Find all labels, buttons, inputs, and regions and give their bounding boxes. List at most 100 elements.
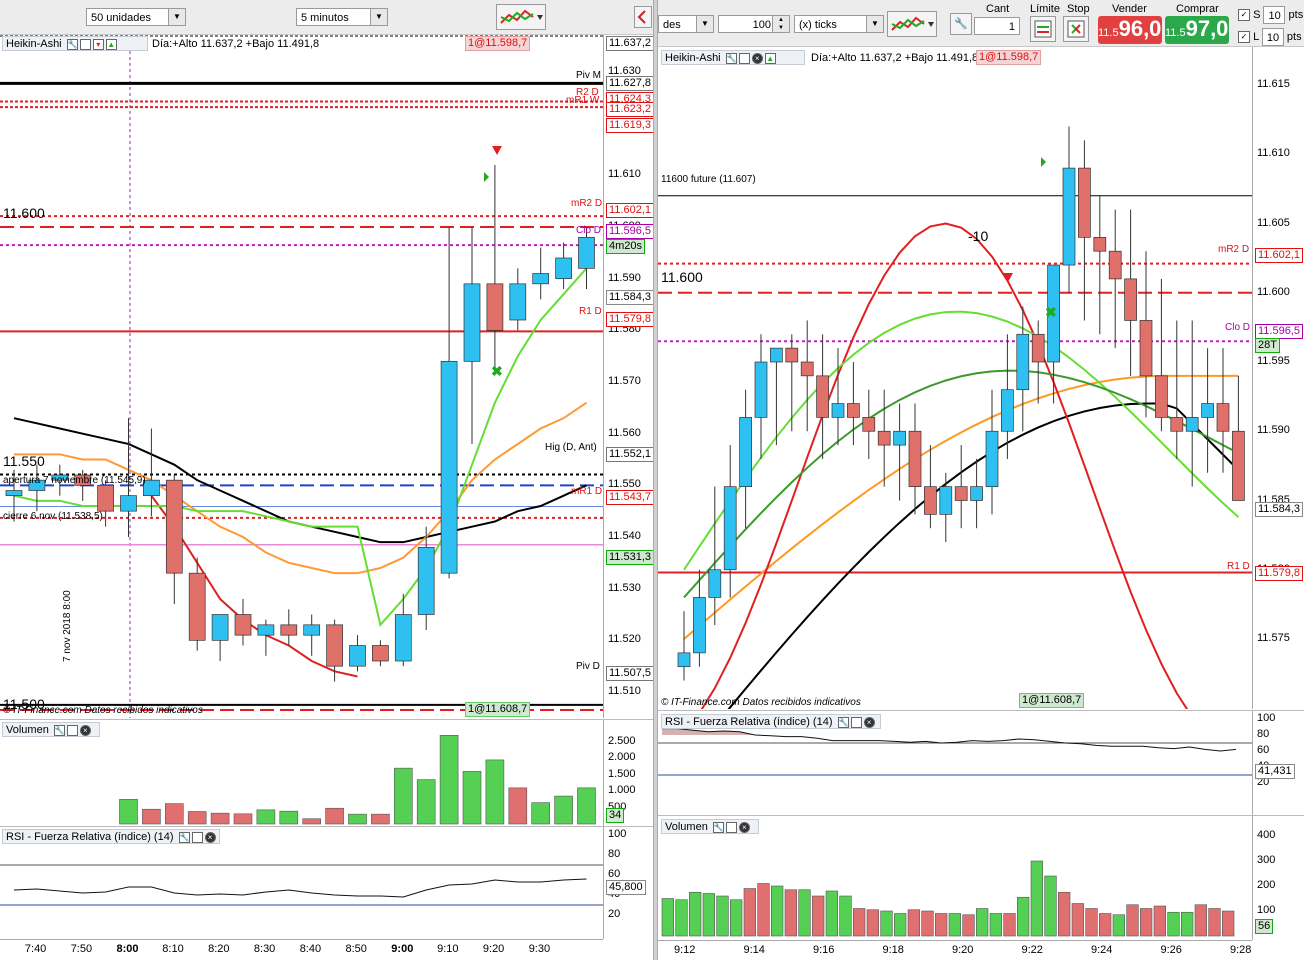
s-input[interactable]: 10: [1263, 6, 1286, 24]
left-price-chart[interactable]: ✖ Heikin-Ashi 🔧 ▾ ▲ Día:+Alto 11.637,2 +Ba…: [0, 35, 653, 718]
volume-bar: [798, 889, 811, 937]
wrench-icon[interactable]: 🔧: [53, 724, 65, 736]
window-icon[interactable]: [850, 716, 862, 728]
limite-button[interactable]: [1030, 16, 1056, 42]
buy-signal-icon: [484, 172, 489, 182]
volume-bar: [853, 908, 866, 937]
ticks-select[interactable]: (x) ticks ▼: [794, 15, 884, 33]
volume-bar: [1208, 908, 1221, 937]
left-order-tag-bottom[interactable]: 1@11.608,7: [465, 702, 531, 717]
l-checkbox[interactable]: ✓: [1238, 31, 1250, 43]
left-range-text: Día:+Alto 11.637,2 +Bajo 11.491,8: [152, 38, 320, 50]
right-price-tick: 11.575: [1257, 632, 1290, 644]
candle-down: [1139, 320, 1153, 377]
left-time-label: 8:10: [162, 943, 184, 955]
candle-down: [234, 614, 252, 636]
interval-select[interactable]: 5 minutos ▼: [296, 8, 388, 26]
chart-type-icon: [891, 16, 934, 31]
wrench-icon[interactable]: 🔧: [712, 821, 724, 833]
right-order-tag-bottom[interactable]: 1@11.608,7: [1019, 693, 1085, 708]
qty-stepper[interactable]: 100 ▲ ▼: [718, 15, 790, 33]
volume-bar: [577, 787, 596, 825]
candle-down: [1031, 333, 1045, 363]
left-order-tag-top[interactable]: 1@11.598,7: [465, 36, 531, 51]
candle-up: [463, 283, 481, 362]
sell-signal-icon: [492, 146, 502, 155]
sell-button[interactable]: 11.596,0: [1098, 16, 1162, 44]
right-chart-type-button[interactable]: [887, 11, 937, 37]
volume-bar: [1003, 913, 1016, 937]
left-price-tick: 11.610: [608, 168, 641, 181]
candle-up: [120, 495, 137, 512]
left-price-axis[interactable]: 11.63011.62011.61011.60011.59011.58011.5…: [603, 35, 653, 718]
candle-up: [1047, 264, 1060, 363]
window-splitter[interactable]: [653, 0, 658, 960]
tools-button[interactable]: [634, 6, 652, 28]
cant-input[interactable]: 1: [974, 17, 1020, 35]
volume-bar: [1071, 903, 1084, 937]
up-arrow-icon[interactable]: ▲: [105, 38, 117, 50]
window-icon[interactable]: [191, 831, 203, 843]
tag-11579: 11.579,8: [606, 312, 653, 327]
right-order-tag-top[interactable]: 1@11.598,7: [976, 50, 1042, 65]
s-checkbox[interactable]: ✓: [1238, 9, 1250, 21]
left-rsi-panel[interactable]: RSI - Fuerza Relativa (índice) (14) 🔧 × 1…: [0, 826, 653, 939]
wrench-icon[interactable]: 🔧: [178, 831, 190, 843]
close-icon[interactable]: ×: [204, 831, 216, 843]
left-time-label: 7:50: [70, 943, 93, 955]
buy-button[interactable]: 11.597,0: [1165, 16, 1229, 44]
right-volume-panel[interactable]: Volumen 🔧 × 400 300 200 100 56: [658, 815, 1304, 940]
right-time-axis: 9:12 9:14 9:16 9:18 9:20 9:22 9:24 9:26 9:28: [658, 940, 1252, 961]
window-icon[interactable]: [66, 724, 78, 736]
left-volume-panel[interactable]: Volumen 🔧 × 2.500 2.000 1.500 1.000 500 34: [0, 719, 653, 826]
candle-up: [693, 597, 706, 654]
left-price-tick: 11.630: [608, 65, 641, 77]
wrench-icon[interactable]: 🔧: [837, 716, 849, 728]
chart-type-button[interactable]: [496, 4, 546, 30]
left-rsi-title: RSI - Fuerza Relativa (índice) (14): [6, 831, 174, 843]
volume-bar: [1044, 875, 1057, 937]
window-icon[interactable]: [738, 52, 750, 64]
volume-bar: [1017, 896, 1030, 937]
ticks-value: (x) ticks: [799, 19, 837, 31]
right-rsi-svg: [658, 728, 1252, 776]
candle-down: [1232, 430, 1245, 501]
right-chart-header: Heikin-Ashi 🔧 × ▲: [661, 50, 805, 65]
up-arrow-icon[interactable]: ▲: [764, 52, 776, 64]
candle-down: [1216, 403, 1230, 432]
volume-bar: [485, 759, 505, 825]
units-select[interactable]: 50 unidades ▼: [86, 8, 186, 26]
right-price-chart[interactable]: ✖ Heikin-Ashi 🔧 × ▲ Día:+Alto 11.637,2 +Ba…: [658, 47, 1304, 709]
volume-bar: [1126, 904, 1139, 937]
right-range-text: Día:+Alto 11.637,2 +Bajo 11.491,8: [811, 52, 979, 64]
left-volume-header: Volumen 🔧 ×: [2, 722, 100, 737]
candle-up: [509, 283, 527, 321]
left-volume-tick: 2.000: [608, 751, 636, 764]
stepper-icon[interactable]: ▲ ▼: [772, 16, 789, 32]
flag-icon[interactable]: ▾: [92, 38, 104, 50]
left-chart-title: Heikin-Ashi: [6, 38, 62, 50]
candle-down: [372, 645, 389, 662]
volume-bar: [142, 808, 161, 825]
l-label: L: [1253, 30, 1259, 43]
candle-up: [677, 652, 691, 668]
close-icon[interactable]: ×: [738, 821, 750, 833]
close-icon[interactable]: ×: [863, 716, 875, 728]
vertical-date: 7 nov 2018 8:00: [62, 590, 73, 662]
l-input[interactable]: 10: [1261, 28, 1284, 46]
window-icon[interactable]: [79, 38, 91, 50]
wrench-icon: 🔧: [954, 18, 968, 30]
left-rsi-tick: 60: [608, 868, 621, 880]
close-icon[interactable]: ×: [751, 52, 763, 64]
close-icon[interactable]: ×: [79, 724, 91, 736]
s-label: S: [1253, 8, 1261, 21]
right-units-select[interactable]: des ▼: [658, 15, 714, 33]
settings-button[interactable]: 🔧: [950, 13, 972, 35]
right-rsi-panel[interactable]: RSI - Fuerza Relativa (índice) (14) 🔧 × 1…: [658, 710, 1304, 815]
right-price-axis[interactable]: 11.615 11.610 11.605 11.600 11.595 11.590 11.5…: [1252, 47, 1304, 709]
wrench-icon[interactable]: 🔧: [66, 38, 78, 50]
wrench-icon[interactable]: 🔧: [725, 52, 737, 64]
stop-button[interactable]: [1063, 16, 1089, 42]
volume-bar: [1153, 905, 1166, 937]
window-icon[interactable]: [725, 821, 737, 833]
